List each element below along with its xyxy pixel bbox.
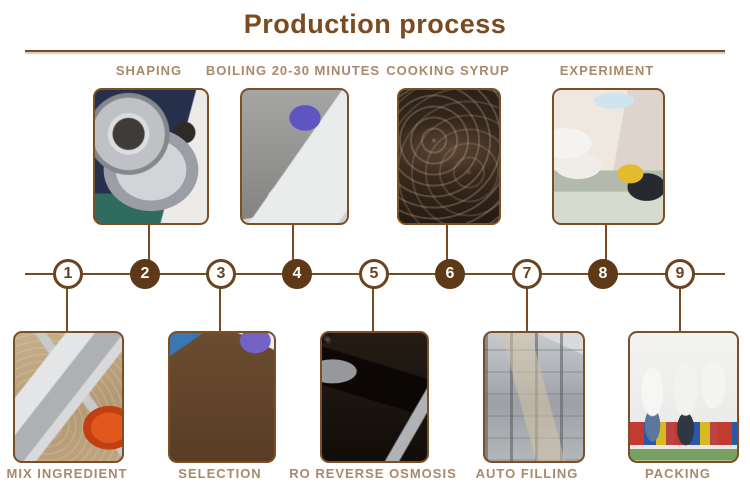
connector-step-7 (526, 287, 528, 332)
connector-step-9 (679, 287, 681, 332)
photo-selection (168, 331, 276, 463)
photo-mix-ingredient (13, 331, 124, 463)
photo-boiling (240, 88, 349, 225)
step-marker-3: 3 (206, 259, 236, 289)
title-divider (25, 50, 725, 52)
connector-step-8 (605, 222, 607, 262)
connector-step-4 (292, 222, 294, 262)
connector-step-6 (446, 222, 448, 262)
step-label-cooking-syrup: COOKING SYRUP (386, 63, 510, 78)
step-label-boiling: BOILING 20-30 MINUTES (205, 63, 381, 78)
step-label-packing: PACKING (645, 466, 711, 481)
step-marker-9: 9 (665, 259, 695, 289)
step-marker-6: 6 (435, 259, 465, 289)
step-marker-2: 2 (130, 259, 160, 289)
photo-shaping (93, 88, 209, 225)
step-label-mix-ingredient: MIX INGREDIENT (6, 466, 128, 481)
step-label-auto-filling: AUTO FILLING (475, 466, 579, 481)
step-label-experiment: EXPERIMENT (559, 63, 655, 78)
connector-step-1 (66, 287, 68, 332)
connector-step-2 (148, 222, 150, 262)
step-marker-8: 8 (588, 259, 618, 289)
step-label-ro-reverse-osmosis: RO REVERSE OSMOSIS (289, 466, 457, 481)
step-marker-4: 4 (282, 259, 312, 289)
connector-step-5 (372, 287, 374, 332)
step-label-shaping: SHAPING (115, 63, 183, 78)
photo-experiment (552, 88, 665, 225)
connector-step-3 (219, 287, 221, 332)
photo-cooking-syrup (397, 88, 501, 225)
step-marker-5: 5 (359, 259, 389, 289)
page-title: Production process (243, 9, 507, 39)
photo-auto-filling (483, 331, 585, 463)
step-label-selection: SELECTION (178, 466, 262, 481)
photo-ro-reverse-osmosis (320, 331, 429, 463)
photo-packing (628, 331, 739, 463)
step-marker-7: 7 (512, 259, 542, 289)
step-marker-1: 1 (53, 259, 83, 289)
